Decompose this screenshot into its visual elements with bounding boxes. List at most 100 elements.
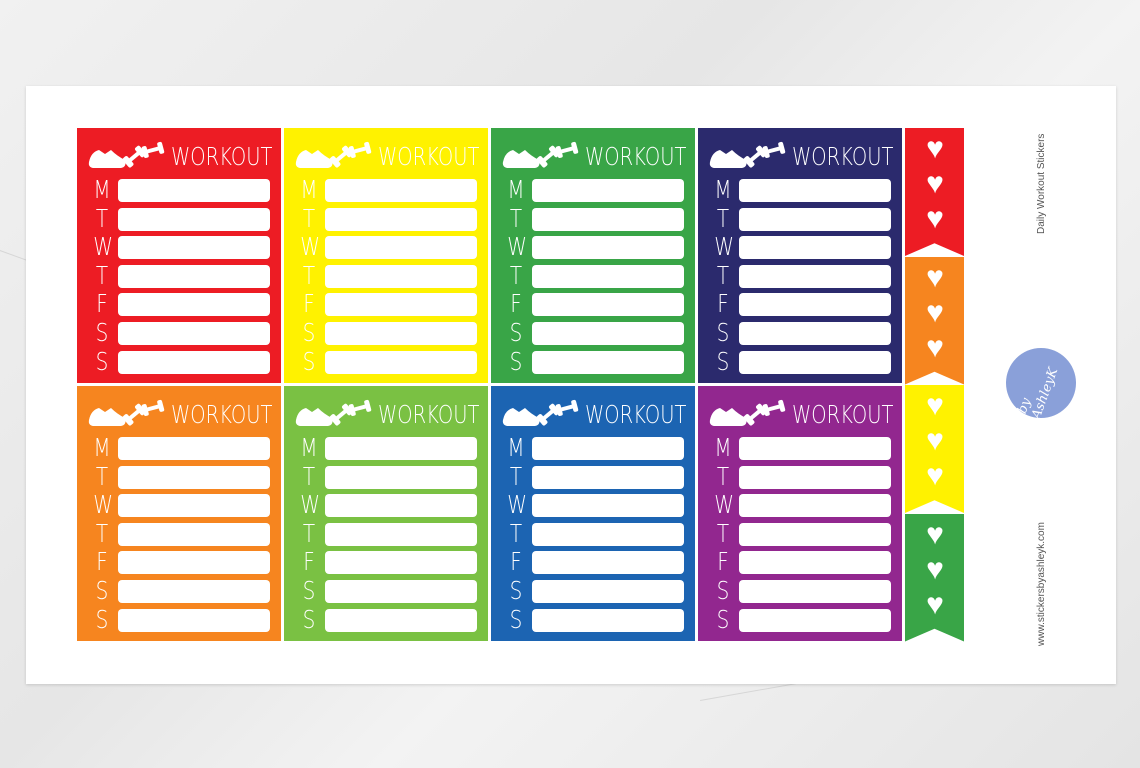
- product-name: Daily Workout Stickers: [1036, 133, 1047, 234]
- sticker-header: WORKOUT: [87, 398, 301, 430]
- heart-icon: ♥: [926, 330, 944, 364]
- sticker-header: WORKOUT: [294, 140, 508, 172]
- write-in-line: [739, 437, 891, 460]
- day-label: M: [507, 433, 525, 462]
- day-label: S: [716, 604, 730, 634]
- write-in-line: [118, 322, 270, 345]
- day-label: S: [302, 576, 316, 605]
- write-in-line: [118, 293, 270, 317]
- day-label: S: [95, 318, 109, 347]
- write-in-line: [325, 179, 477, 202]
- sneaker-dumbbell-icon: [502, 399, 579, 426]
- write-in-line: [118, 437, 270, 460]
- write-in-line: [325, 350, 477, 374]
- heart-flag-sticker: ♥ ♥ ♥: [905, 128, 964, 256]
- heart-flag-sticker: ♥ ♥ ♥: [905, 513, 964, 642]
- day-label: F: [96, 289, 108, 319]
- sneaker-dumbbell-icon: [709, 141, 786, 168]
- heart-flag-sticker: ♥ ♥ ♥: [905, 385, 964, 513]
- workout-sticker: WORKOUT M T W T F S S: [284, 386, 488, 641]
- day-label: W: [714, 490, 734, 520]
- write-in-line: [118, 264, 270, 288]
- day-label: T: [509, 203, 523, 233]
- write-in-line: [118, 608, 270, 632]
- day-label: M: [300, 175, 318, 204]
- write-in-line: [325, 465, 477, 489]
- heart-icon: ♥: [926, 389, 944, 422]
- day-label: T: [716, 260, 730, 290]
- write-in-line: [739, 465, 891, 489]
- write-in-line: [325, 293, 477, 317]
- write-in-line: [118, 551, 270, 575]
- day-label: S: [509, 604, 523, 634]
- day-label: S: [716, 318, 730, 347]
- write-in-line: [532, 580, 684, 603]
- day-label: F: [303, 289, 315, 319]
- day-label: M: [93, 433, 111, 462]
- day-label: W: [300, 232, 320, 262]
- day-label: S: [509, 318, 523, 347]
- write-in-line: [532, 236, 684, 260]
- heart-icon: ♥: [926, 552, 944, 586]
- write-in-line: [325, 551, 477, 575]
- day-label: M: [300, 433, 318, 462]
- day-label: S: [302, 604, 316, 634]
- write-in-line: [532, 551, 684, 575]
- write-in-line: [325, 207, 477, 231]
- heart-icon: ♥: [926, 459, 944, 492]
- write-in-line: [532, 207, 684, 231]
- workout-sticker: WORKOUT M T W T F S S: [698, 386, 902, 641]
- workout-sticker: WORKOUT M T W T F S S: [284, 128, 488, 383]
- sticker-header: WORKOUT: [501, 140, 715, 172]
- write-in-line: [532, 494, 684, 518]
- write-in-line: [739, 494, 891, 518]
- write-in-line: [532, 293, 684, 317]
- day-label: F: [717, 289, 729, 319]
- day-label: S: [95, 346, 109, 376]
- write-in-line: [325, 580, 477, 603]
- day-label: M: [507, 175, 525, 204]
- day-label: T: [302, 203, 316, 233]
- write-in-line: [325, 522, 477, 546]
- sticker-header: WORKOUT: [708, 398, 922, 430]
- write-in-line: [118, 207, 270, 231]
- sticker-title: WORKOUT: [585, 399, 687, 429]
- day-label: T: [302, 518, 316, 548]
- heart-icon: ♥: [926, 517, 944, 551]
- write-in-line: [118, 179, 270, 202]
- day-label: F: [96, 547, 108, 577]
- write-in-line: [739, 179, 891, 202]
- day-label: S: [716, 346, 730, 376]
- sticker-sheet: Daily Workout Stickers by AshleyK www.st…: [26, 86, 1116, 684]
- write-in-line: [532, 437, 684, 460]
- day-label: T: [716, 203, 730, 233]
- day-label: S: [95, 576, 109, 605]
- write-in-line: [325, 608, 477, 632]
- sticker-header: WORKOUT: [501, 398, 715, 430]
- write-in-line: [739, 264, 891, 288]
- write-in-line: [325, 494, 477, 518]
- day-label: T: [716, 461, 730, 491]
- heart-icon: ♥: [926, 424, 944, 457]
- write-in-line: [739, 207, 891, 231]
- write-in-line: [532, 608, 684, 632]
- heart-icon: ♥: [926, 132, 944, 165]
- write-in-line: [532, 179, 684, 202]
- sticker-header: WORKOUT: [708, 140, 922, 172]
- day-label: T: [95, 260, 109, 290]
- heart-icon: ♥: [926, 167, 944, 200]
- day-label: T: [95, 203, 109, 233]
- sticker-header: WORKOUT: [294, 398, 508, 430]
- write-in-line: [118, 580, 270, 603]
- write-in-line: [739, 608, 891, 632]
- write-in-line: [739, 522, 891, 546]
- day-label: W: [300, 490, 320, 520]
- heart-icon: ♥: [926, 202, 944, 235]
- heart-icon: ♥: [926, 295, 944, 329]
- sticker-title: WORKOUT: [171, 399, 273, 429]
- day-label: W: [507, 232, 527, 262]
- write-in-line: [739, 551, 891, 575]
- write-in-line: [532, 522, 684, 546]
- day-label: S: [509, 576, 523, 605]
- day-label: T: [509, 461, 523, 491]
